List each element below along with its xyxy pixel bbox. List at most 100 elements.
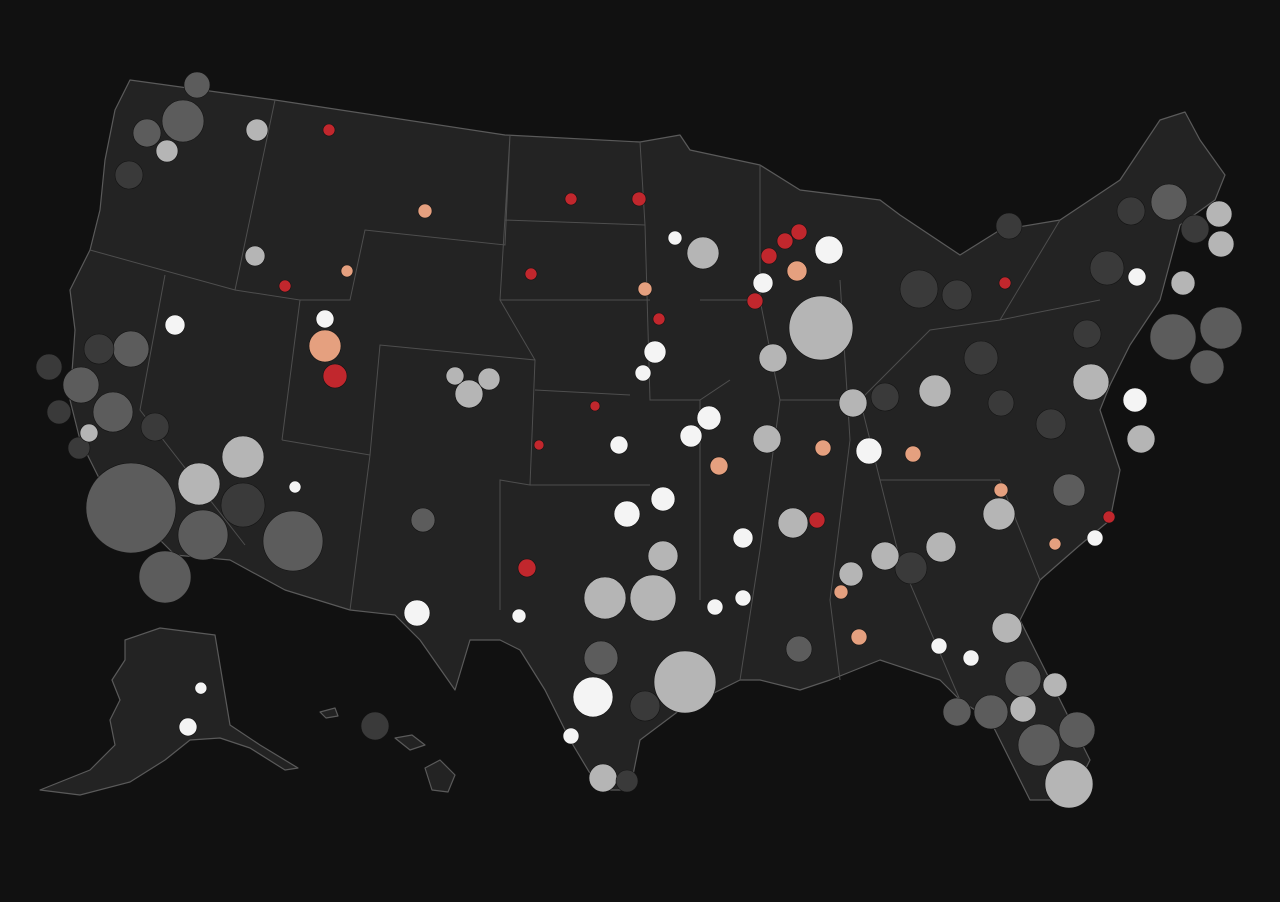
bubble — [262, 510, 324, 572]
bubble — [925, 531, 957, 563]
bubble — [308, 329, 342, 363]
bubble — [963, 340, 999, 376]
bubble — [995, 212, 1023, 240]
bubble — [643, 340, 667, 364]
bubble — [855, 437, 883, 465]
bubble — [1116, 196, 1146, 226]
bubble — [322, 363, 348, 389]
hawaii — [319, 707, 456, 793]
bubble — [629, 574, 677, 622]
bubble — [1004, 660, 1042, 698]
bubble — [588, 763, 618, 793]
bubble — [1042, 672, 1068, 698]
bubble — [1035, 408, 1067, 440]
bubble — [511, 608, 527, 624]
bubble — [650, 486, 676, 512]
bubble — [786, 260, 808, 282]
bubble — [221, 435, 265, 479]
bubble — [194, 681, 208, 695]
bubble — [758, 343, 788, 373]
bubble — [615, 769, 639, 793]
bubble — [46, 399, 72, 425]
bubble — [1150, 183, 1188, 221]
bubble — [752, 272, 774, 294]
bubble — [1199, 306, 1243, 350]
bubble — [1180, 214, 1210, 244]
bubble — [814, 439, 832, 457]
bubble — [987, 389, 1015, 417]
bubble — [1072, 319, 1102, 349]
bubble — [1048, 537, 1062, 551]
bubble — [653, 650, 717, 714]
bubble — [183, 71, 211, 99]
bubble — [788, 295, 854, 361]
bubble — [647, 540, 679, 572]
bubble — [706, 598, 724, 616]
bubble — [613, 500, 641, 528]
bubble — [776, 232, 794, 250]
bubble — [838, 561, 864, 587]
bubble — [1189, 349, 1225, 385]
bubble — [1126, 424, 1156, 454]
bubble — [870, 382, 900, 412]
bubble — [35, 353, 63, 381]
bubble — [245, 118, 269, 142]
bubble — [340, 264, 354, 278]
bubble — [177, 509, 229, 561]
bubble — [1102, 510, 1116, 524]
bubble — [140, 412, 170, 442]
bubble — [790, 223, 808, 241]
bubbles — [35, 71, 1243, 809]
bubble — [83, 333, 115, 365]
bubble — [1086, 529, 1104, 547]
bubble — [918, 374, 952, 408]
bubble — [904, 445, 922, 463]
bubble — [315, 309, 335, 329]
bubble — [734, 589, 752, 607]
alaska — [39, 627, 299, 796]
bubble — [517, 558, 537, 578]
bubble — [562, 727, 580, 745]
bubble — [760, 247, 778, 265]
bubble — [62, 366, 100, 404]
bubble — [1044, 759, 1094, 809]
bubble — [982, 497, 1016, 531]
bubble — [808, 511, 826, 529]
hawaii-island — [424, 759, 456, 793]
bubble — [667, 230, 683, 246]
bubble — [1170, 270, 1196, 296]
bubble — [993, 482, 1009, 498]
bubble — [410, 507, 436, 533]
bubble — [244, 245, 266, 267]
bubble — [360, 711, 390, 741]
bubble — [112, 330, 150, 368]
bubble — [942, 697, 972, 727]
bubble — [1009, 695, 1037, 723]
bubble — [445, 366, 465, 386]
bubble — [583, 640, 619, 676]
bubble — [564, 192, 578, 206]
bubble — [686, 236, 720, 270]
bubble — [637, 281, 653, 297]
bubble — [477, 367, 501, 391]
bubble — [79, 423, 99, 443]
bubble — [533, 439, 545, 451]
bubble — [85, 462, 177, 554]
bubble — [161, 99, 205, 143]
bubble — [785, 635, 813, 663]
bubble — [1089, 250, 1125, 286]
hawaii-island — [319, 707, 339, 719]
bubble — [991, 612, 1023, 644]
bubble — [1058, 711, 1096, 749]
bubble — [746, 292, 764, 310]
bubble — [288, 480, 302, 494]
bubble — [973, 694, 1009, 730]
bubble — [609, 435, 629, 455]
bubble — [454, 379, 484, 409]
bubble — [709, 456, 729, 476]
bubble — [850, 628, 868, 646]
bubble — [838, 388, 868, 418]
bubble — [177, 462, 221, 506]
